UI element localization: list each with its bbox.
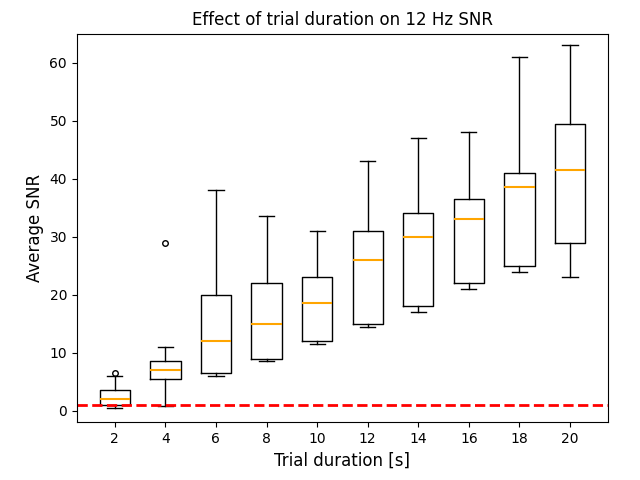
X-axis label: Trial duration [s]: Trial duration [s] xyxy=(275,452,410,469)
Title: Effect of trial duration on 12 Hz SNR: Effect of trial duration on 12 Hz SNR xyxy=(192,11,493,29)
Y-axis label: Average SNR: Average SNR xyxy=(26,174,44,282)
